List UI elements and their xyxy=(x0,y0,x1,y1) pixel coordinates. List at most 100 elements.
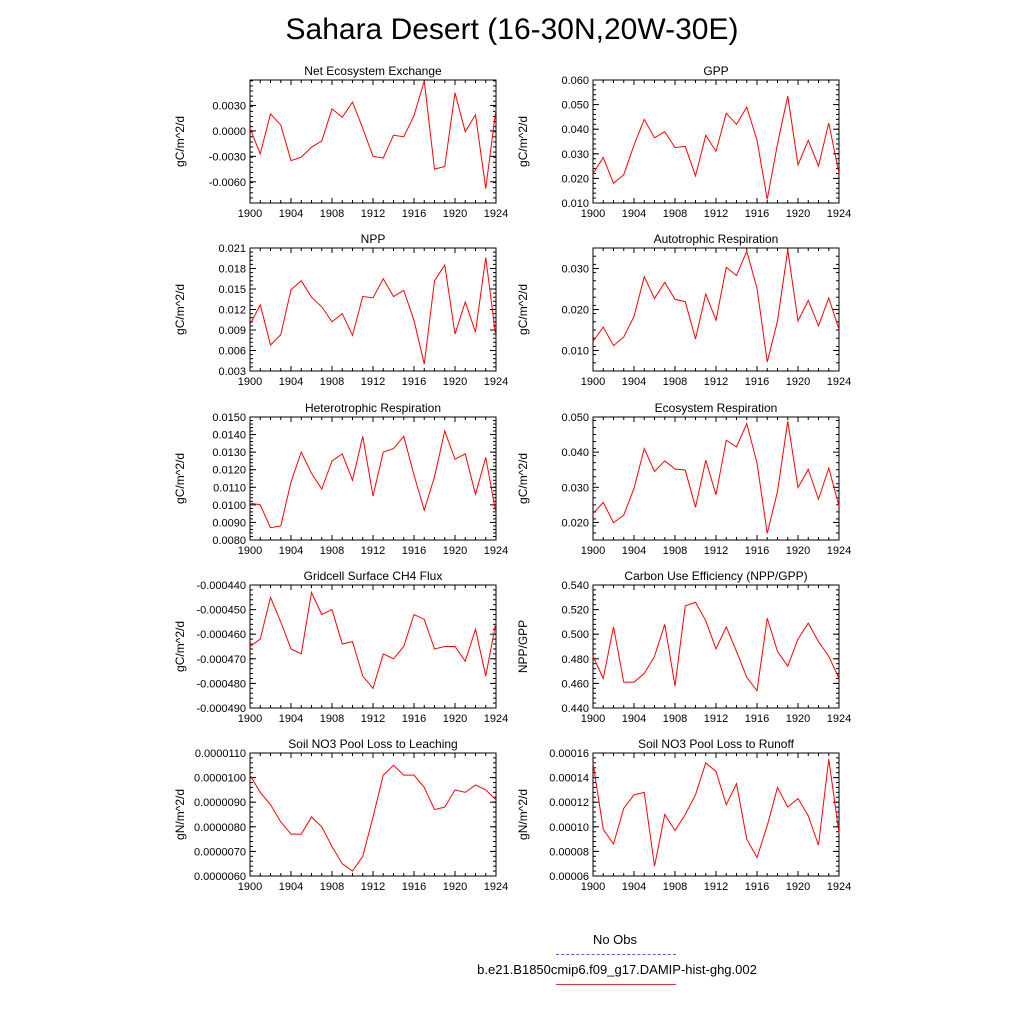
series-line xyxy=(249,764,497,872)
y-tick-label: 0.020 xyxy=(561,173,589,185)
y-axis-label: NPP/GPP xyxy=(516,620,530,673)
x-tick-label: 1924 xyxy=(484,208,508,220)
y-tick-label: -0.000470 xyxy=(196,654,246,666)
y-tick-label: 0.00010 xyxy=(549,822,589,834)
y-tick-label: 0.0100 xyxy=(212,500,246,512)
x-tick-label: 1920 xyxy=(443,545,467,557)
chart-soil-no3-pool-loss-to-runoff: Soil NO3 Pool Loss to Runoff gN/m^2/d 1900… xyxy=(516,737,851,893)
x-tick-label: 1924 xyxy=(484,713,508,725)
series-line xyxy=(249,80,497,189)
x-tick-label: 1900 xyxy=(581,881,605,893)
series-line xyxy=(592,759,840,867)
plot-frame xyxy=(592,416,840,541)
x-tick-label: 1900 xyxy=(581,208,605,220)
y-tick-label: 0.020 xyxy=(561,305,589,317)
y-tick-label: 0.060 xyxy=(561,75,589,87)
x-tick-label: 1924 xyxy=(827,376,851,388)
chart-soil-no3-pool-loss-to-leaching: Soil NO3 Pool Loss to Leaching gN/m^2/d 19… xyxy=(173,737,508,893)
y-tick-label: -0.0030 xyxy=(209,151,246,163)
y-tick-label: 0.0000080 xyxy=(194,822,246,834)
x-tick-label: 1920 xyxy=(786,713,810,725)
y-tick-label: 0.0140 xyxy=(212,430,246,442)
chart-net-ecosystem-exchange: Net Ecosystem Exchange gC/m^2/d 1900 1904 19… xyxy=(173,64,508,220)
chart-autotrophic-respiration: Autotrophic Respiration gC/m^2/d 1900 1904 1… xyxy=(516,232,851,388)
series-line xyxy=(249,590,497,690)
x-tick-label: 1908 xyxy=(320,376,344,388)
x-tick-label: 1904 xyxy=(622,713,646,725)
x-tick-label: 1924 xyxy=(827,208,851,220)
plot-frame xyxy=(249,752,497,877)
plot-frame xyxy=(249,79,497,204)
y-tick-label: 0.010 xyxy=(561,346,589,358)
y-axis-label: gC/m^2/d xyxy=(173,621,187,672)
y-tick-label: 0.460 xyxy=(561,678,589,690)
x-tick-label: 1912 xyxy=(704,545,728,557)
x-tick-label: 1916 xyxy=(745,545,769,557)
y-tick-label: -0.000480 xyxy=(196,678,246,690)
chart-carbon-use-efficiency-npp-gpp: Carbon Use Efficiency (NPP/GPP) NPP/GPP 19… xyxy=(516,569,851,725)
x-tick-label: 1904 xyxy=(622,376,646,388)
y-tick-label: 0.050 xyxy=(561,412,589,424)
x-tick-label: 1904 xyxy=(622,881,646,893)
x-tick-label: 1916 xyxy=(402,208,426,220)
y-tick-label: 0.0030 xyxy=(212,100,246,112)
x-tick-label: 1900 xyxy=(238,881,262,893)
y-tick-label: 0.00008 xyxy=(549,846,589,858)
y-tick-label: 0.0130 xyxy=(212,447,246,459)
x-tick-label: 1900 xyxy=(581,376,605,388)
x-tick-label: 1904 xyxy=(622,545,646,557)
plot-frame xyxy=(592,247,840,372)
x-tick-label: 1916 xyxy=(745,881,769,893)
x-tick-label: 1924 xyxy=(827,713,851,725)
chart-ecosystem-respiration: Ecosystem Respiration gC/m^2/d 1900 1904 190… xyxy=(516,401,851,557)
x-tick-label: 1900 xyxy=(238,545,262,557)
x-tick-label: 1920 xyxy=(786,881,810,893)
x-tick-label: 1916 xyxy=(402,881,426,893)
x-tick-label: 1904 xyxy=(279,376,303,388)
x-tick-label: 1904 xyxy=(279,713,303,725)
chart-gpp: GPP gC/m^2/d 1900 1904 1908 1912 1916 1920 1924 0… xyxy=(516,64,851,220)
y-tick-label: 0.050 xyxy=(561,100,589,112)
chart-title: NPP xyxy=(361,232,386,246)
y-tick-label: 0.009 xyxy=(218,325,246,337)
legend-label-model-run: b.e21.B1850cmip6.f09_g17.DAMIP-hist-ghg.… xyxy=(477,962,757,977)
x-tick-label: 1920 xyxy=(443,376,467,388)
y-tick-label: 0.540 xyxy=(561,580,589,592)
chart-gridcell-surface-ch4-flux: Gridcell Surface CH4 Flux gC/m^2/d 1900 190… xyxy=(173,569,508,725)
series-line xyxy=(592,95,840,200)
x-tick-label: 1908 xyxy=(320,208,344,220)
series-line xyxy=(249,257,497,365)
y-tick-label: 0.0150 xyxy=(212,412,246,424)
x-tick-label: 1908 xyxy=(663,208,687,220)
x-tick-label: 1912 xyxy=(704,881,728,893)
y-tick-label: -0.0060 xyxy=(209,177,246,189)
x-tick-label: 1916 xyxy=(745,208,769,220)
x-tick-label: 1916 xyxy=(402,545,426,557)
plot-frame xyxy=(249,416,497,541)
page-title: Sahara Desert (16-30N,20W-30E) xyxy=(285,13,739,46)
y-tick-label: 0.0120 xyxy=(212,465,246,477)
x-tick-label: 1920 xyxy=(443,713,467,725)
x-tick-label: 1912 xyxy=(704,713,728,725)
series-line xyxy=(249,429,497,529)
y-tick-label: 0.0000100 xyxy=(194,773,246,785)
y-tick-label: 0.030 xyxy=(561,482,589,494)
chart-npp: NPP gC/m^2/d 1900 1904 1908 1912 1916 1920 1924 0… xyxy=(173,232,508,388)
series-line xyxy=(592,601,840,693)
y-tick-label: 0.0000070 xyxy=(194,846,246,858)
chart-title: Autotrophic Respiration xyxy=(654,232,779,246)
y-tick-label: 0.0000110 xyxy=(195,748,246,760)
chart-title: Soil NO3 Pool Loss to Runoff xyxy=(638,737,795,751)
y-tick-label: 0.00016 xyxy=(549,748,589,760)
x-tick-label: 1904 xyxy=(279,881,303,893)
y-tick-label: 0.0110 xyxy=(213,482,246,494)
y-tick-label: -0.000450 xyxy=(196,605,246,617)
chart-title: Net Ecosystem Exchange xyxy=(304,64,442,78)
y-tick-label: -0.000490 xyxy=(196,703,246,715)
x-tick-label: 1900 xyxy=(238,208,262,220)
chart-title: Heterotrophic Respiration xyxy=(305,401,441,415)
x-tick-label: 1916 xyxy=(745,713,769,725)
x-tick-label: 1908 xyxy=(320,881,344,893)
chart-title: Soil NO3 Pool Loss to Leaching xyxy=(288,737,457,751)
y-tick-label: 0.0090 xyxy=(212,517,246,529)
